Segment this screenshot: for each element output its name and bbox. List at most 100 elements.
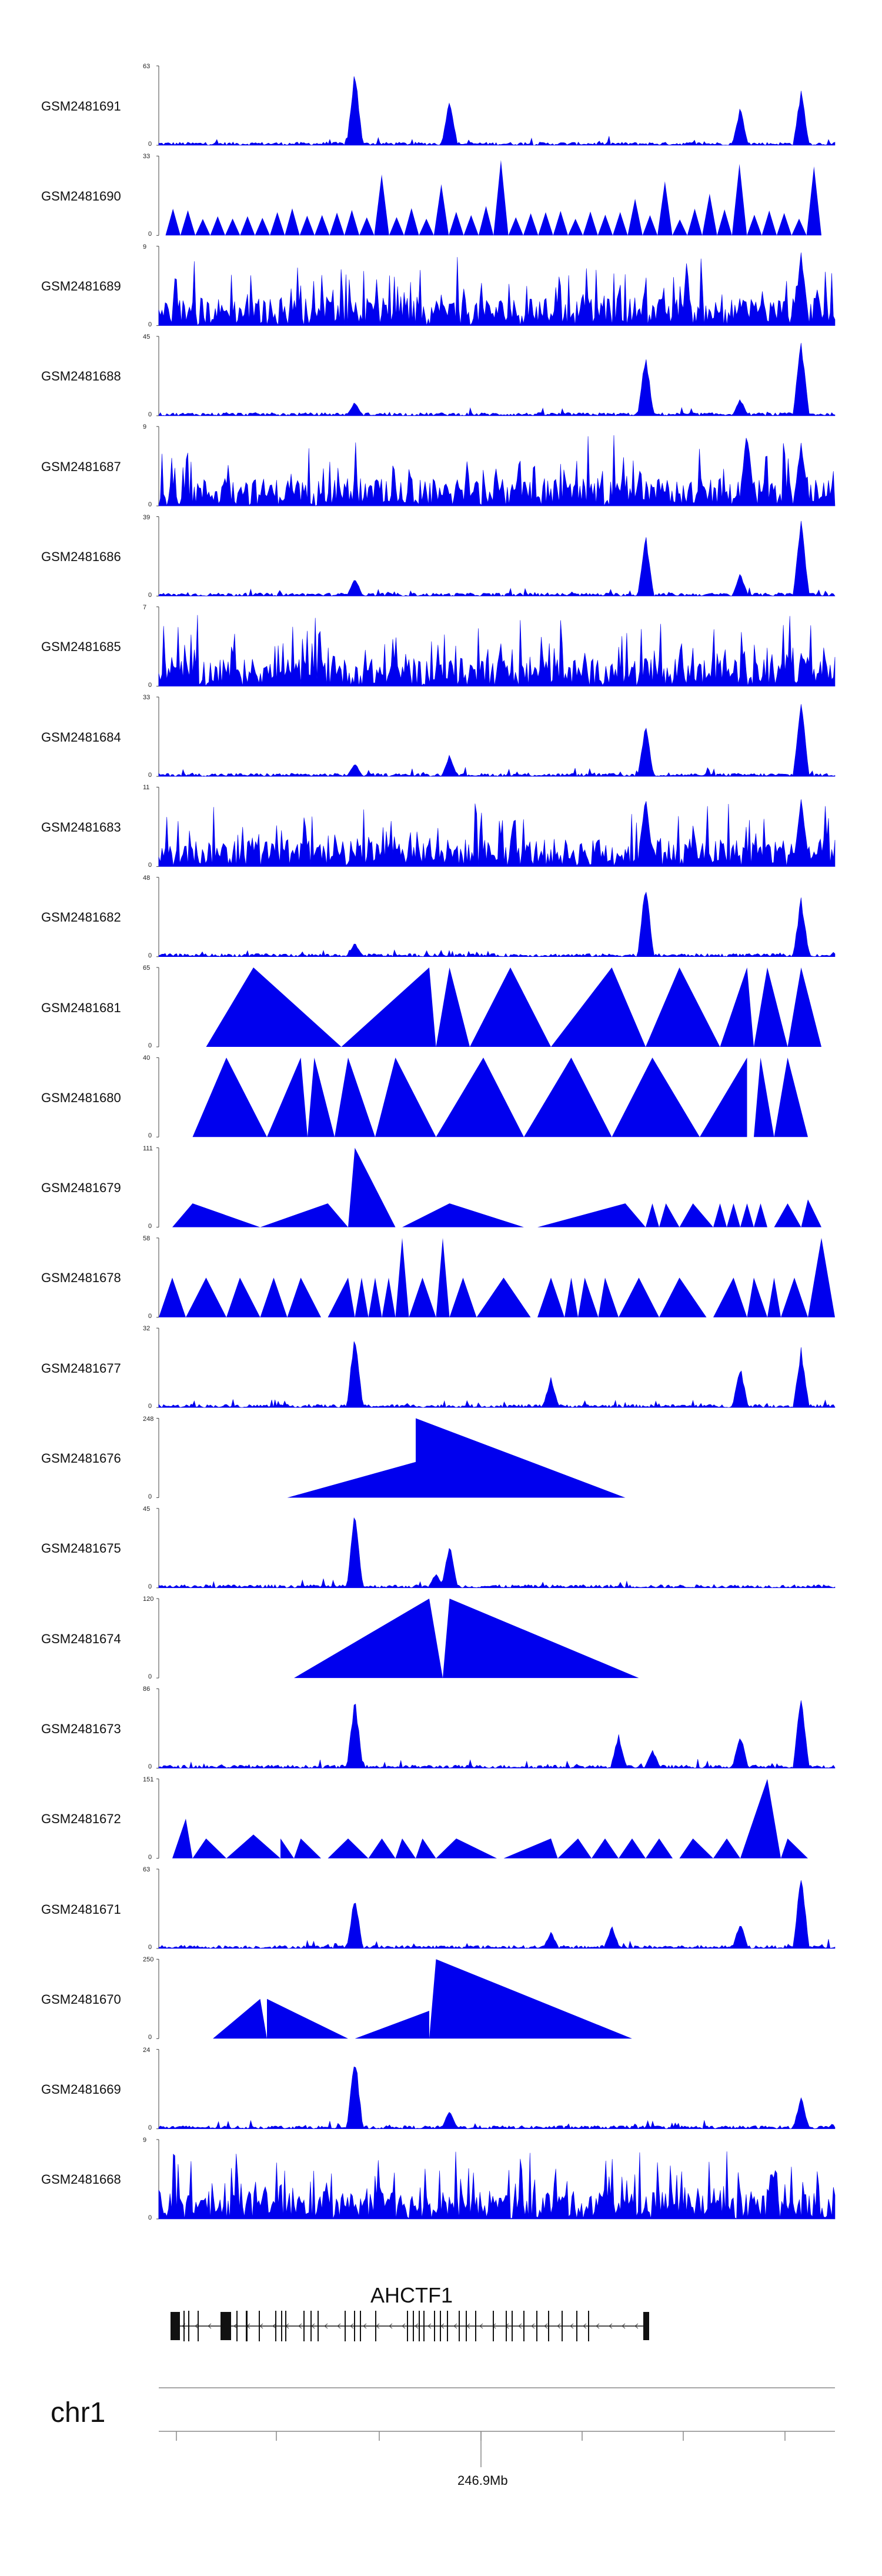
strand-arrow [337, 2323, 341, 2329]
signal-triangle [740, 1203, 754, 1227]
track-label: GSM2481680 [41, 1090, 121, 1105]
x-tick-label: 246.9Mb [457, 2473, 508, 2488]
gene-exon [475, 2311, 476, 2341]
signal-triangle [374, 174, 389, 236]
signal-triangle [355, 2011, 429, 2039]
y-axis-min-label: 0 [148, 1673, 152, 1681]
gene-exon [588, 2311, 589, 2341]
signal-triangle [328, 1838, 369, 1858]
y-axis-max-label: 45 [143, 333, 151, 341]
signal-triangle [727, 1203, 740, 1227]
signal-area [158, 343, 836, 416]
y-axis-min-label: 0 [148, 1493, 152, 1500]
strand-arrow [363, 2323, 367, 2329]
y-axis-max-label: 9 [143, 2136, 147, 2144]
strand-arrow [233, 2323, 238, 2329]
signal-triangle [186, 1277, 226, 1317]
track-label: GSM2481681 [41, 1000, 121, 1015]
y-axis-min-label: 0 [148, 2034, 152, 2041]
signal-triangle [776, 213, 792, 236]
signal-triangle [172, 1203, 260, 1227]
signal-triangle [287, 1277, 321, 1317]
gene-exon [447, 2311, 448, 2341]
signal-triangle [433, 184, 449, 236]
signal-triangle [206, 967, 342, 1047]
gene-exon [523, 2311, 524, 2341]
track-label: GSM2481670 [41, 1991, 121, 2007]
track-label: GSM2481678 [41, 1270, 121, 1286]
y-axis-max-label: 40 [143, 1055, 151, 1062]
y-axis-min-label: 0 [148, 1944, 152, 1951]
signal-area [158, 704, 836, 777]
signal-triangle [642, 215, 658, 236]
signal-triangle [404, 208, 419, 236]
signal-triangle [368, 1838, 396, 1858]
signal-triangle [761, 211, 777, 236]
y-axis-min-label: 0 [148, 2124, 152, 2131]
gene-exon [512, 2311, 513, 2341]
strand-arrow [402, 2323, 406, 2329]
gene-exon [183, 2311, 185, 2341]
signal-triangle [294, 1599, 443, 1679]
y-axis-max-label: 63 [143, 63, 151, 70]
signal-triangle [659, 1203, 680, 1227]
y-axis-min-label: 0 [148, 772, 152, 779]
signal-triangle [619, 1277, 659, 1317]
signal-area [158, 1700, 836, 1769]
signal-triangle [226, 1277, 260, 1317]
signal-triangle [713, 1203, 727, 1227]
signal-triangle [287, 1461, 416, 1498]
y-axis-max-label: 7 [143, 603, 147, 611]
gene-exon [285, 2311, 286, 2341]
track-label: GSM2481690 [41, 188, 121, 203]
signal-triangle [341, 967, 436, 1047]
gene-exon [171, 2312, 180, 2340]
track-label: GSM2481682 [41, 910, 121, 925]
y-axis-max-label: 9 [143, 243, 147, 251]
track-label: GSM2481674 [41, 1631, 121, 1646]
strand-arrow [557, 2323, 561, 2329]
signal-triangle [774, 1057, 808, 1137]
signal-triangle [260, 1203, 348, 1227]
signal-area [158, 892, 836, 957]
signal-triangle [538, 212, 553, 236]
signal-triangle [389, 217, 405, 236]
signal-triangle [754, 1057, 774, 1137]
gene-exon [419, 2311, 420, 2341]
y-axis-min-label: 0 [148, 1312, 152, 1320]
signal-area [158, 1341, 836, 1408]
signal-triangle [808, 1237, 835, 1317]
signal-triangle [416, 1418, 626, 1498]
strand-arrow [518, 2323, 522, 2329]
signal-triangle [368, 1277, 382, 1317]
track-label: GSM2481685 [41, 639, 121, 655]
y-axis-max-label: 250 [143, 1956, 154, 1964]
gene-exon [220, 2312, 231, 2340]
signal-triangle [192, 1838, 226, 1858]
signal-triangle [443, 1599, 639, 1679]
signal-triangle [285, 208, 300, 236]
y-axis-max-label: 111 [143, 1144, 153, 1152]
signal-triangle [416, 1838, 436, 1858]
signal-triangle [774, 1203, 801, 1227]
signal-triangle [240, 216, 255, 236]
gene-exon [188, 2311, 189, 2341]
y-axis-min-label: 0 [148, 1763, 152, 1771]
signal-triangle [754, 967, 788, 1047]
signal-triangle [551, 967, 646, 1047]
signal-area [158, 2151, 836, 2220]
gene-exon [275, 2311, 276, 2341]
signal-triangle [299, 215, 315, 236]
track-label: GSM2481688 [41, 369, 121, 384]
track-label: GSM2481672 [41, 1811, 121, 1827]
strand-arrow [389, 2323, 393, 2329]
y-axis-min-label: 0 [148, 952, 152, 959]
signal-triangle [791, 218, 807, 236]
gene-exon [354, 2311, 355, 2341]
strand-arrow [609, 2323, 613, 2329]
signal-triangle [508, 217, 523, 236]
strand-arrow [622, 2323, 626, 2329]
signal-triangle [713, 1838, 740, 1858]
signal-triangle [269, 212, 285, 236]
gene-exon [459, 2311, 460, 2341]
